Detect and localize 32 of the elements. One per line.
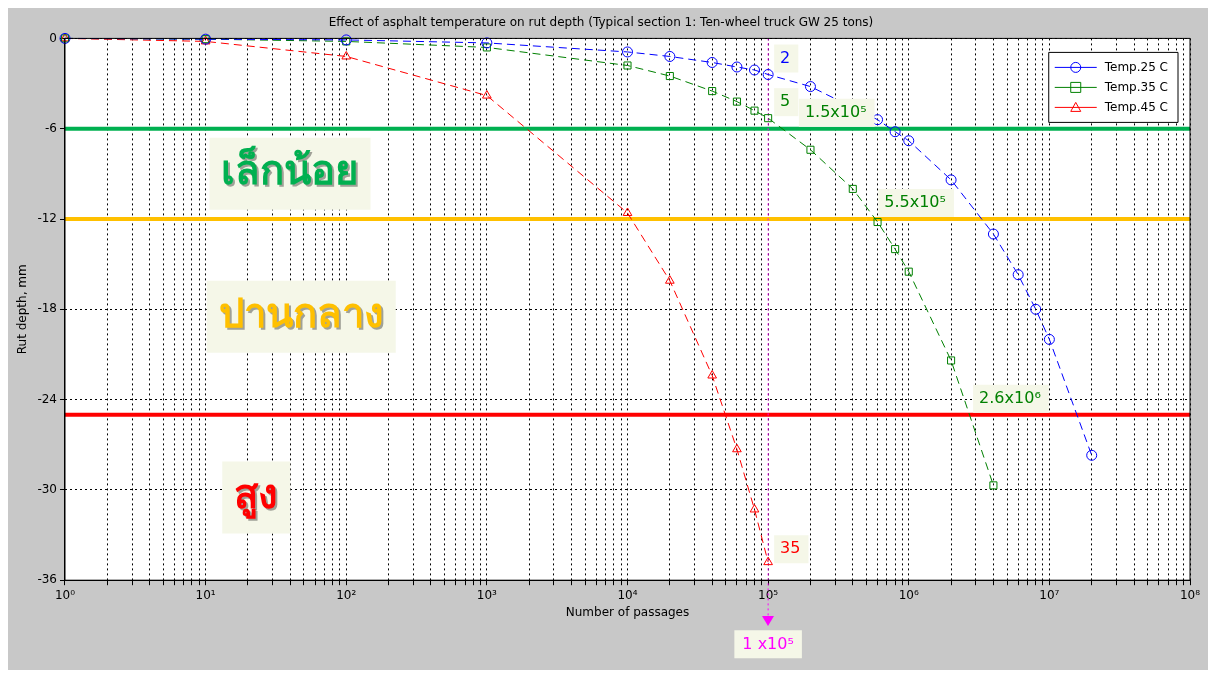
legend-label: Temp.25 C	[1103, 59, 1169, 74]
x-tick-label: 10²	[336, 587, 357, 602]
y-tick-label: -6	[45, 120, 57, 135]
x-tick-label: 10⁷	[1039, 587, 1060, 602]
annotation: เล็กน้อย	[221, 145, 359, 194]
x-tick-label: 10¹	[195, 587, 216, 602]
y-tick-label: -18	[37, 301, 57, 316]
x-tick-label: 10³	[476, 587, 498, 602]
annotation: 5.5x10⁵	[884, 192, 946, 212]
y-tick-label: -12	[37, 211, 57, 226]
legend-label: Temp.35 C	[1103, 79, 1169, 94]
legend-label: Temp.45 C	[1103, 99, 1169, 114]
x-tick-label: 10⁰	[54, 587, 76, 602]
x-axis-title: Number of passages	[565, 604, 690, 619]
x-tick-label: 10⁶	[898, 587, 919, 602]
annotation: 2.6x10⁶	[979, 387, 1041, 407]
ref-line-label: 1 x10⁵	[742, 634, 794, 654]
annotation: 2	[780, 47, 791, 67]
y-axis-title: Rut depth, mm	[15, 264, 30, 355]
chart-title: Effect of asphalt temperature on rut depth (Typical section 1: Ten-wheel truck GW 25 tons)	[328, 15, 874, 30]
y-tick-label: -24	[37, 391, 57, 406]
annotation: 35	[780, 538, 801, 558]
annotation: ปานกลาง	[218, 290, 384, 337]
x-tick-label: 10⁸	[1179, 587, 1201, 602]
y-tick-label: -36	[37, 572, 57, 587]
x-tick-label: 10⁴	[617, 587, 638, 602]
y-tick-label: 0	[49, 30, 57, 45]
annotation: 5	[780, 91, 791, 111]
x-tick-label: 10⁵	[758, 587, 779, 602]
annotation: สูง	[234, 470, 279, 519]
y-tick-label: -30	[37, 482, 57, 497]
annotation: 1.5x10⁵	[804, 101, 867, 121]
